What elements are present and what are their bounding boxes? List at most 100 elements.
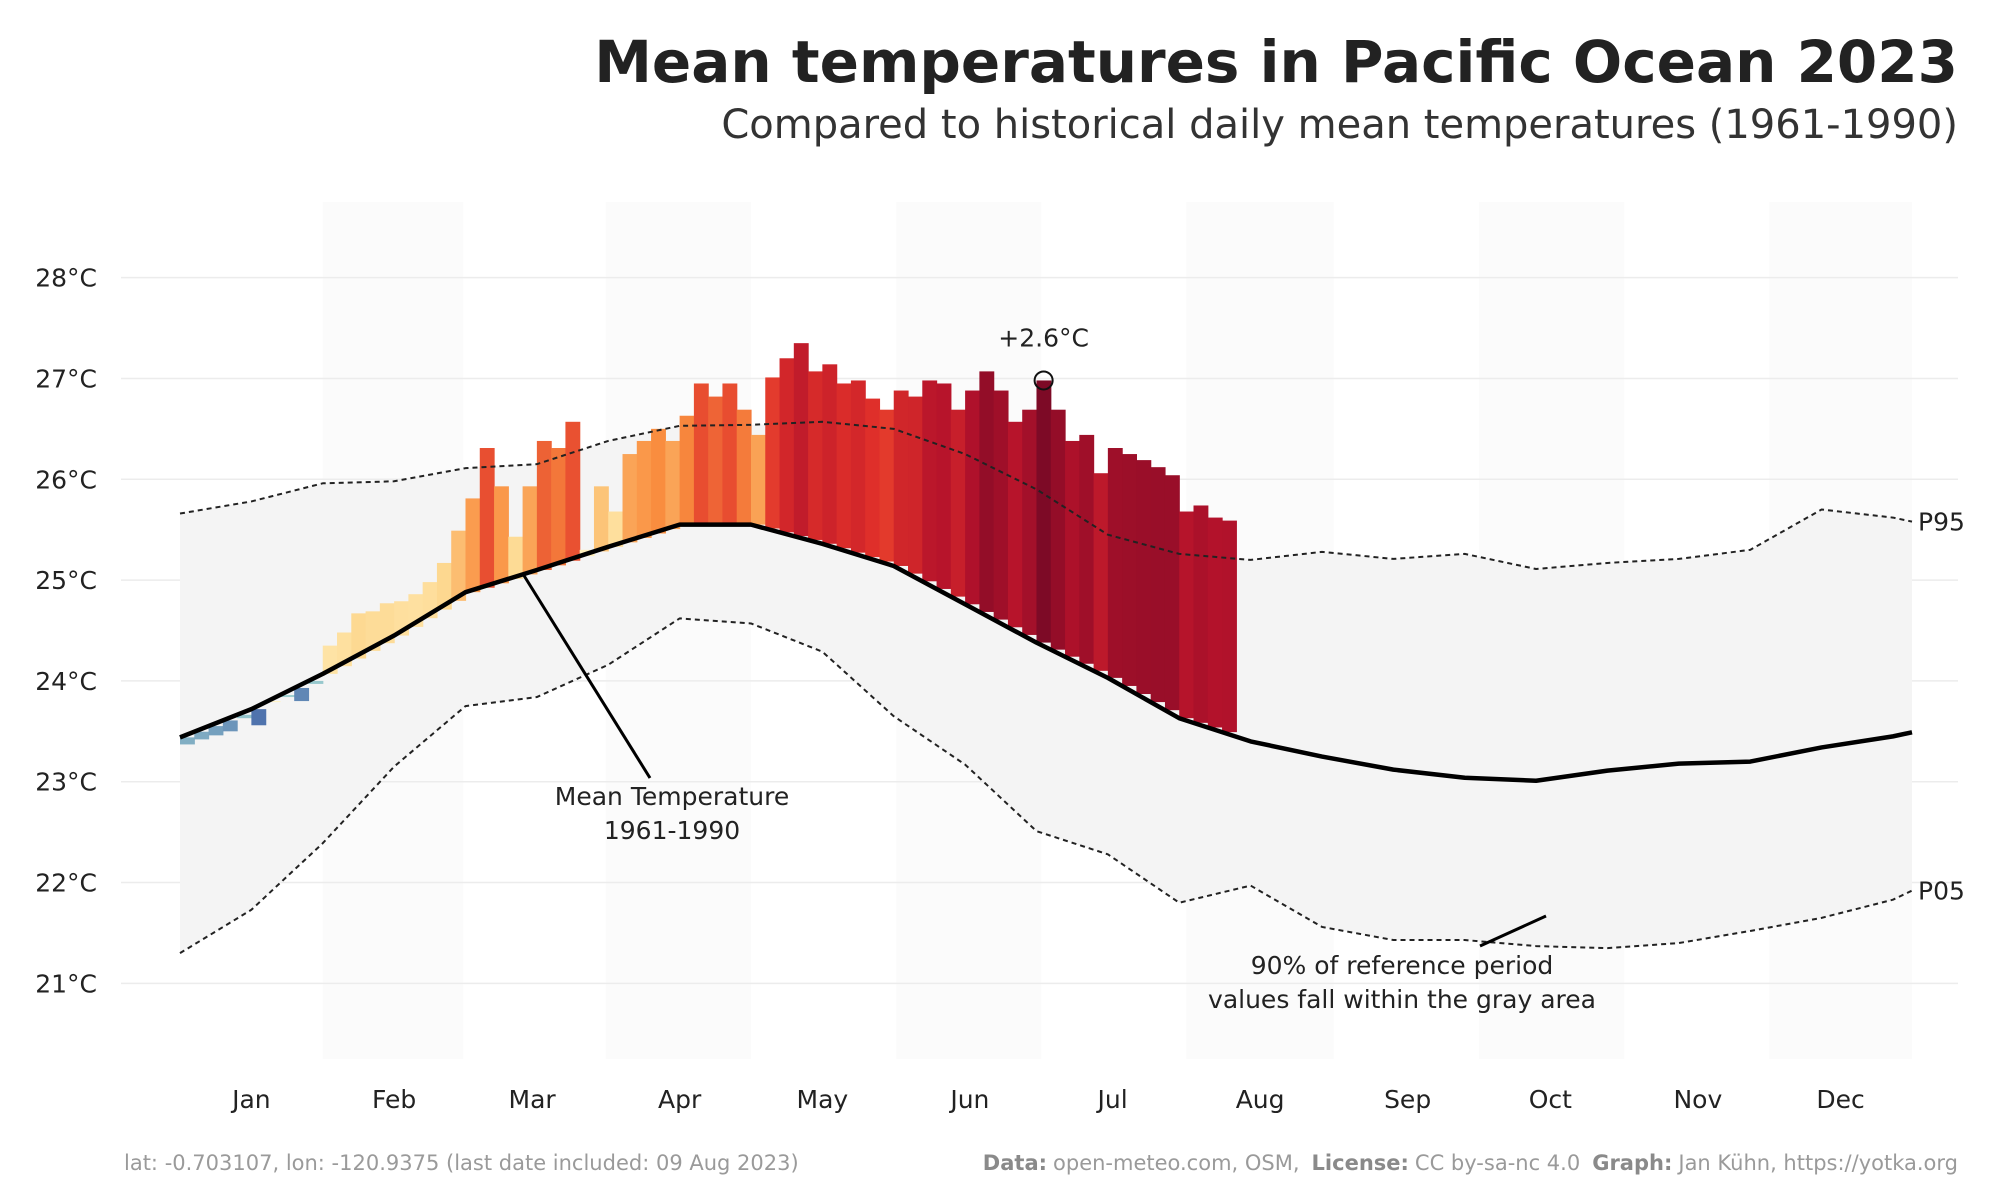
- daily-bar: [1193, 505, 1209, 723]
- daily-bar: [593, 486, 609, 552]
- daily-bar: [279, 695, 295, 698]
- daily-bar: [1093, 473, 1109, 671]
- daily-bar: [180, 737, 195, 745]
- footer-source: lat: -0.703107, lon: -120.9375 (last dat…: [124, 1151, 799, 1175]
- daily-bar: [194, 731, 210, 740]
- daily-bar: [1050, 409, 1066, 650]
- mean-line: [179, 522, 1913, 783]
- daily-bar: [679, 415, 695, 525]
- band-annotation: 90% of reference period: [1251, 951, 1554, 980]
- x-tick-label: Aug: [1236, 1085, 1285, 1114]
- chart-title: Mean temperatures in Pacific Ocean 2023: [594, 28, 1958, 96]
- daily-bar: [1022, 409, 1038, 635]
- daily-bar: [479, 448, 495, 588]
- daily-bar: [536, 440, 552, 571]
- credit-value: open-meteo.com, OSM,: [1053, 1151, 1300, 1175]
- daily-bar: [993, 390, 1009, 620]
- daily-bar: [265, 701, 281, 703]
- credit-value: Jan Kühn, https://yotka.org: [1676, 1151, 1958, 1175]
- x-tick-label: Apr: [658, 1085, 702, 1114]
- series-label: P05: [1918, 877, 1965, 906]
- daily-bar: [765, 377, 781, 529]
- peak-label: +2.6°C: [998, 323, 1089, 352]
- daily-bar: [836, 383, 852, 549]
- x-tick-label: Nov: [1673, 1085, 1722, 1114]
- x-tick-label: Jan: [230, 1085, 271, 1114]
- daily-bar: [893, 390, 909, 566]
- x-tick-label: Sep: [1384, 1085, 1431, 1114]
- daily-bar: [351, 613, 367, 659]
- leader-line: [1479, 914, 1547, 948]
- daily-bar: [793, 343, 809, 537]
- daily-bar: [822, 364, 838, 544]
- percentile-line: [179, 420, 1913, 570]
- chart-subtitle: Compared to historical daily mean temper…: [721, 102, 1958, 148]
- daily-bar: [693, 383, 709, 525]
- daily-bar: [522, 486, 538, 575]
- x-tick-label: Jul: [1096, 1085, 1128, 1114]
- daily-bar: [222, 720, 238, 732]
- x-tick-label: May: [797, 1085, 849, 1114]
- y-tick-label: 23°C: [35, 768, 97, 797]
- daily-bar: [1065, 440, 1080, 657]
- daily-bar: [651, 428, 666, 534]
- daily-bar: [808, 371, 823, 540]
- x-tick-label: Dec: [1816, 1085, 1864, 1114]
- daily-bar: [665, 440, 681, 530]
- credit-key: Graph:: [1592, 1151, 1672, 1175]
- reference-band: [180, 421, 1912, 954]
- x-tick-label: Mar: [509, 1085, 557, 1114]
- daily-bar: [494, 486, 509, 584]
- peak-marker: [1033, 370, 1054, 391]
- daily-bar: [508, 536, 524, 579]
- daily-bar: [365, 611, 381, 651]
- daily-bar: [708, 396, 724, 525]
- daily-bar: [865, 398, 881, 558]
- credit-value: CC by-sa-nc 4.0: [1415, 1151, 1580, 1175]
- footer-credits: Data: open-meteo.com, OSM, License: CC by-s…: [983, 1151, 1958, 1175]
- daily-bar: [1122, 454, 1138, 686]
- credit-key: Data:: [983, 1151, 1047, 1175]
- daily-bar: [379, 603, 395, 644]
- daily-bar: [436, 562, 452, 610]
- daily-bar: [922, 380, 938, 582]
- daily-bar: [1164, 475, 1180, 711]
- daily-bar: [1107, 448, 1123, 678]
- daily-bar: [622, 454, 638, 543]
- band-annotation: values fall within the gray area: [1208, 985, 1596, 1014]
- daily-bar: [1222, 520, 1237, 733]
- daily-bar: [551, 448, 567, 566]
- daily-bar: [1150, 467, 1166, 703]
- daily-bar: [308, 680, 324, 684]
- credit-key: License:: [1312, 1151, 1409, 1175]
- daily-bar: [237, 714, 252, 719]
- daily-bar: [979, 371, 995, 612]
- y-tick-label: 25°C: [35, 566, 97, 595]
- daily-bar: [1007, 421, 1023, 628]
- daily-bar: [608, 511, 624, 547]
- daily-bar: [950, 409, 966, 597]
- x-tick-label: Jun: [948, 1085, 989, 1114]
- y-tick-label: 27°C: [35, 364, 97, 393]
- daily-bar: [850, 380, 866, 553]
- x-tick-label: Oct: [1529, 1085, 1572, 1114]
- percentile-line: [179, 617, 1913, 954]
- daily-bar: [908, 396, 923, 574]
- daily-bars: [180, 343, 1237, 745]
- daily-bar: [936, 383, 952, 589]
- daily-bar: [779, 358, 795, 533]
- daily-bar: [465, 498, 481, 593]
- y-tick-label: 28°C: [35, 264, 97, 293]
- y-tick-label: 21°C: [35, 969, 97, 998]
- daily-bar: [1179, 511, 1195, 719]
- daily-bar: [636, 440, 652, 538]
- mean-annotation: 1961-1990: [604, 816, 740, 845]
- daily-bar: [750, 434, 766, 525]
- daily-bar: [294, 687, 310, 702]
- daily-bar: [1136, 460, 1152, 695]
- leader-line: [521, 573, 652, 779]
- daily-bar: [965, 390, 980, 605]
- daily-bar: [1207, 517, 1223, 728]
